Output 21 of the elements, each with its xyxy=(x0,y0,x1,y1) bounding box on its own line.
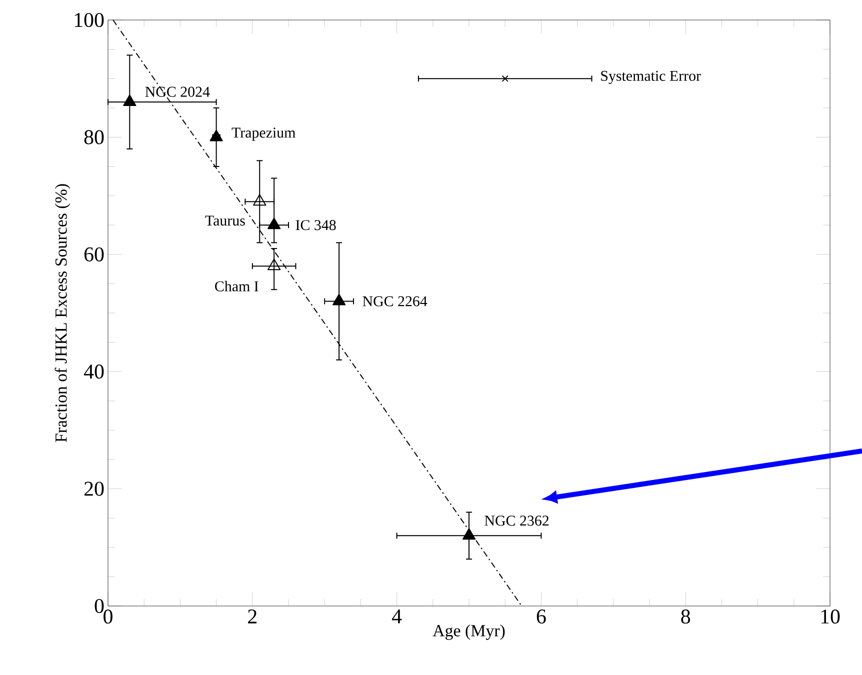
annotation: Taurus xyxy=(205,216,245,226)
annotation: Cham I xyxy=(215,280,258,292)
x-tick-label: 4 xyxy=(392,610,402,624)
y-tick-label: 80 xyxy=(84,130,104,144)
y-tick-label: 0 xyxy=(94,598,104,614)
y-axis-title: Fraction of JHKL Excess Sources (%) xyxy=(54,184,70,442)
y-tick-label: 40 xyxy=(84,364,104,379)
annotation: Systematic Error xyxy=(601,70,701,84)
annotation: NGC 2024 xyxy=(145,86,210,97)
x-tick-label: 8 xyxy=(681,610,690,624)
x-tick-label: 2 xyxy=(248,610,256,624)
y-tick-label: 20 xyxy=(84,482,104,496)
annotation: NGC 2362 xyxy=(484,516,549,526)
x-tick-label: 6 xyxy=(536,610,546,624)
y-tick-label: 60 xyxy=(84,247,104,262)
annotation: NGC 2264 xyxy=(362,296,428,306)
annotation: Trapezium xyxy=(232,128,296,141)
annotation: IC 348 xyxy=(296,220,336,230)
x-tick-label: 10 xyxy=(821,610,840,624)
x-axis-title: Age (Myr) xyxy=(432,624,505,640)
y-tick-label: 100 xyxy=(74,12,104,28)
